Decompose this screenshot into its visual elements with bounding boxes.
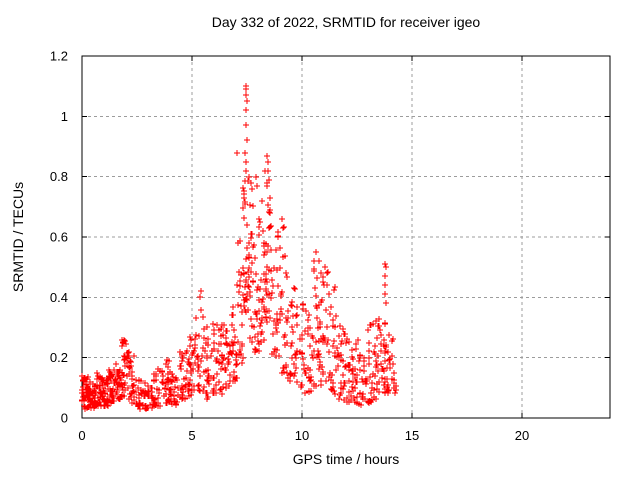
x-tick-label: 20 — [515, 428, 529, 443]
x-tick-label: 10 — [295, 428, 309, 443]
y-tick-label: 0 — [61, 411, 68, 426]
y-tick-label: 0.4 — [50, 290, 68, 305]
scatter-points — [79, 178, 399, 412]
x-tick-label: 0 — [78, 428, 85, 443]
y-axis-label: SRMTID / TECUs — [10, 181, 26, 293]
y-tick-label: 1 — [61, 109, 68, 124]
scatter-outlier-points — [121, 83, 389, 343]
y-tick-label: 0.2 — [50, 350, 68, 365]
y-tick-label: 1.2 — [50, 49, 68, 64]
chart-title: Day 332 of 2022, SRMTID for receiver ige… — [211, 14, 481, 30]
y-tick-label: 0.8 — [50, 169, 68, 184]
x-axis-label: GPS time / hours — [292, 451, 400, 467]
y-tick-label: 0.6 — [50, 230, 68, 245]
x-tick-label: 5 — [188, 428, 195, 443]
x-tick-label: 15 — [405, 428, 419, 443]
